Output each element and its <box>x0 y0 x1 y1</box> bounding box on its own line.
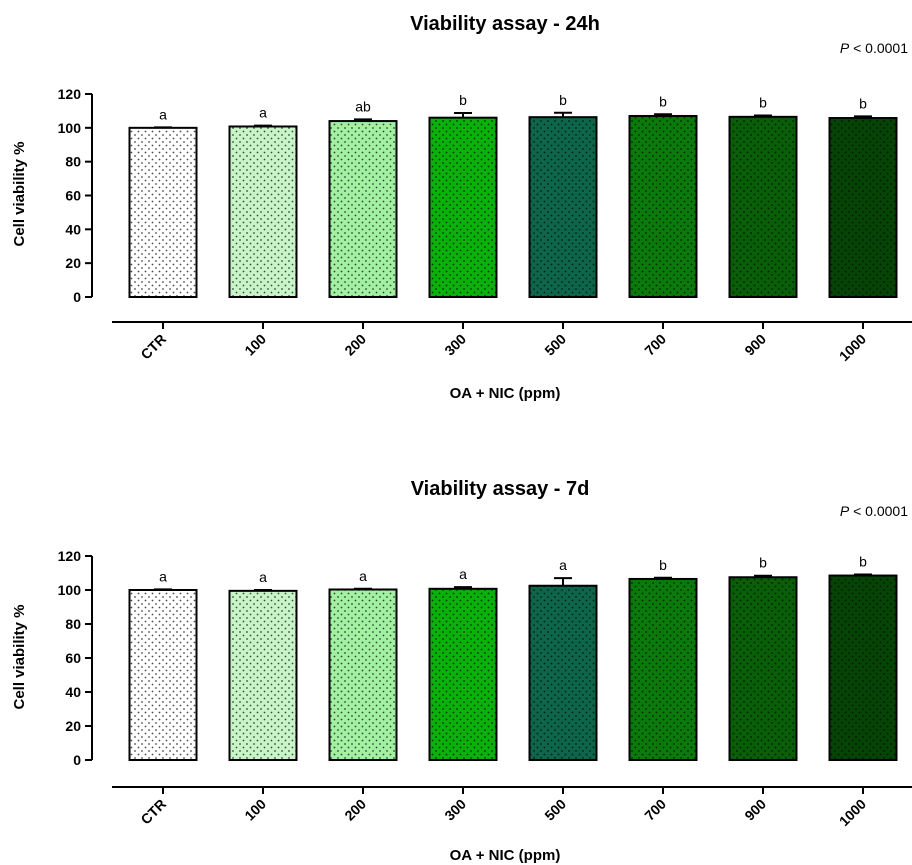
chart-title: Viability assay - 7d <box>411 478 590 500</box>
x-tick-label: 1000 <box>836 796 869 829</box>
bar-pattern <box>730 578 796 759</box>
bar-pattern <box>230 591 296 759</box>
y-tick-label: 60 <box>65 650 81 666</box>
x-tick-label: 200 <box>341 331 369 359</box>
bar-pattern <box>530 118 596 296</box>
y-tick-label: 0 <box>73 289 81 305</box>
x-axis: CTR 100 200 300 500 700 900 1000 <box>112 786 912 829</box>
x-axis-label: OA + NIC (ppm) <box>450 385 561 402</box>
significance-label: b <box>659 93 667 109</box>
x-tick-label: 500 <box>541 331 569 359</box>
bar-pattern <box>730 117 796 297</box>
x-tick-label: 900 <box>741 796 769 824</box>
p-value-label: P <box>840 503 850 519</box>
x-axis: CTR 100 200 300 500 700 900 1000 <box>112 321 912 364</box>
x-tick-label: 300 <box>441 796 469 824</box>
bars: a a a aa b b b <box>128 554 898 762</box>
bar-pattern <box>330 122 396 296</box>
x-tick-label: CTR <box>137 796 169 828</box>
y-tick-label: 20 <box>65 255 81 271</box>
x-tick-label: 700 <box>641 331 669 359</box>
y-tick-label: 80 <box>65 154 81 170</box>
bar-pattern <box>830 119 896 296</box>
chart-7d: Viability assay - 7d P < 0.0001 Cell via… <box>11 478 912 864</box>
significance-label: a <box>159 568 167 584</box>
significance-label: b <box>859 95 867 111</box>
bar-pattern <box>230 127 296 296</box>
significance-label: a <box>259 105 267 121</box>
y-tick-label: 40 <box>65 221 81 237</box>
x-axis-label: OA + NIC (ppm) <box>450 847 561 864</box>
p-value: P < 0.0001 <box>840 40 908 56</box>
bar-pattern <box>130 591 196 759</box>
y-tick-label: 60 <box>65 188 81 204</box>
chart-title: Viability assay - 24h <box>410 13 600 35</box>
p-value-label: P <box>840 40 850 56</box>
significance-label: a <box>359 568 367 584</box>
bar-pattern <box>530 586 596 759</box>
y-axis: 0 20 40 60 80 100 120 <box>58 86 93 305</box>
p-value-text: < 0.0001 <box>853 40 908 56</box>
x-tick-label: 300 <box>441 331 469 359</box>
x-tick-label: 100 <box>241 331 269 359</box>
significance-label: a <box>259 569 267 585</box>
bars: a a ab b b b b b <box>128 92 898 299</box>
p-value-text: < 0.0001 <box>853 503 908 519</box>
x-tick-label: 500 <box>541 796 569 824</box>
y-tick-label: 120 <box>58 548 82 564</box>
bar-pattern <box>130 128 196 296</box>
x-tick-label: 900 <box>741 331 769 359</box>
y-tick-label: 40 <box>65 684 81 700</box>
x-tick-label: 200 <box>341 796 369 824</box>
y-tick-label: 100 <box>58 120 82 136</box>
x-tick-label: 700 <box>641 796 669 824</box>
bar-pattern <box>330 590 396 759</box>
y-tick-label: 120 <box>58 86 82 102</box>
bar-pattern <box>430 118 496 296</box>
chart-24h: Viability assay - 24h P < 0.0001 Cell vi… <box>11 13 912 402</box>
significance-label: ab <box>355 98 371 114</box>
y-axis-label: Cell viability % <box>11 141 28 246</box>
y-tick-label: 80 <box>65 616 81 632</box>
y-tick-label: 0 <box>73 752 81 768</box>
y-axis-label: Cell viability % <box>11 604 28 709</box>
significance-label: a <box>159 106 167 122</box>
significance-label: b <box>459 92 467 108</box>
bar-pattern <box>630 579 696 759</box>
x-tick-label: 100 <box>241 796 269 824</box>
significance-label: a <box>459 566 467 582</box>
bar-pattern <box>630 116 696 296</box>
significance-label: b <box>859 554 867 570</box>
bar-pattern <box>430 589 496 759</box>
bar-pattern <box>830 576 896 759</box>
significance-label: b <box>559 92 567 108</box>
y-tick-label: 20 <box>65 718 81 734</box>
x-tick-label: CTR <box>137 331 169 363</box>
y-axis: 0 20 40 60 80 100 120 <box>58 548 93 768</box>
y-tick-label: 100 <box>58 582 82 598</box>
p-value: P < 0.0001 <box>840 503 908 519</box>
x-tick-label: 1000 <box>836 331 869 364</box>
significance-label: a <box>559 557 567 573</box>
significance-label: b <box>759 94 767 110</box>
significance-label: b <box>659 557 667 573</box>
significance-label: b <box>759 555 767 571</box>
